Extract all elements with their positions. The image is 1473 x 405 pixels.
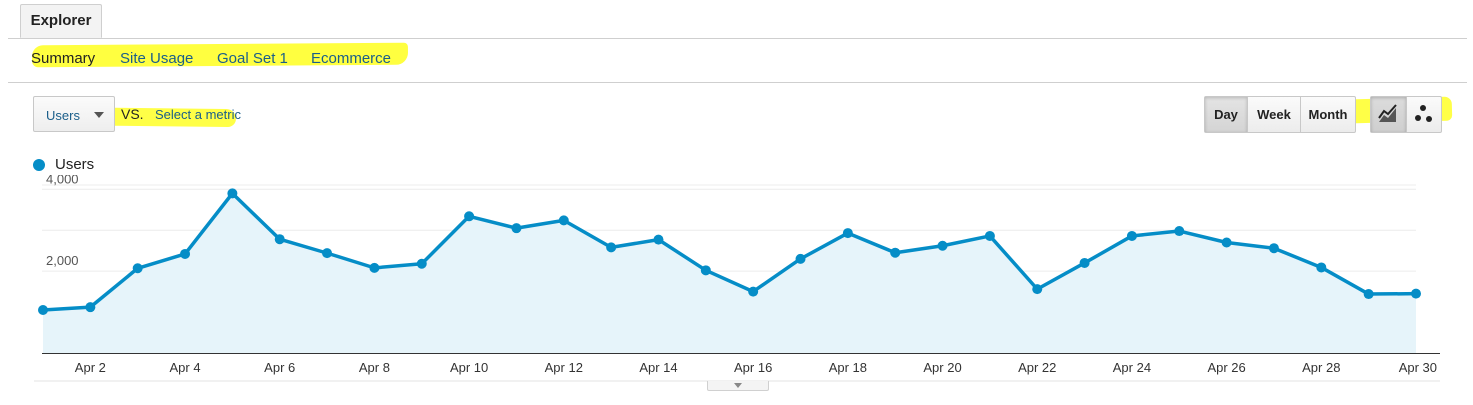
- x-tick-label: Apr 2: [75, 360, 106, 375]
- data-point-apr-26: [1221, 237, 1232, 248]
- tab-explorer[interactable]: Explorer: [20, 4, 102, 38]
- vs-label: VS.: [121, 106, 144, 122]
- motion-chart-icon: [1415, 105, 1432, 122]
- y-tick-label: 2,000: [46, 253, 79, 268]
- x-tick-label: Apr 6: [264, 360, 295, 375]
- caret-down-icon: [94, 112, 104, 118]
- chart-resize-handle[interactable]: [707, 381, 769, 391]
- data-point-apr-30: [1411, 288, 1421, 299]
- data-point-apr-9: [416, 258, 427, 269]
- x-tick-label: Apr 28: [1302, 360, 1340, 375]
- line-chart-icon: [1378, 104, 1397, 122]
- data-point-apr-21: [984, 230, 995, 241]
- x-tick-label: Apr 18: [829, 360, 867, 375]
- primary-metric-label: Users: [46, 108, 80, 123]
- data-point-apr-1: [38, 305, 48, 316]
- subtab-site-usage[interactable]: Site Usage: [120, 50, 194, 67]
- x-tick-label: Apr 14: [639, 360, 677, 375]
- data-point-apr-13: [606, 242, 617, 253]
- tab-bar: Explorer: [0, 0, 1473, 38]
- y-tick-label: 4,000: [46, 175, 79, 186]
- data-point-apr-17: [795, 253, 806, 264]
- data-point-apr-5: [227, 188, 238, 199]
- data-point-apr-18: [842, 228, 853, 239]
- subtab-goal-set-1[interactable]: Goal Set 1: [217, 50, 288, 67]
- data-point-apr-15: [700, 265, 711, 276]
- x-tick-label: Apr 24: [1113, 360, 1151, 375]
- data-point-apr-12: [558, 215, 569, 226]
- data-point-apr-10: [464, 211, 475, 222]
- data-point-apr-28: [1316, 262, 1327, 273]
- x-tick-label: Apr 22: [1018, 360, 1056, 375]
- x-tick-label: Apr 26: [1207, 360, 1245, 375]
- x-tick-label: Apr 10: [450, 360, 488, 375]
- data-point-apr-4: [180, 248, 191, 259]
- data-point-apr-14: [653, 234, 664, 245]
- month-button[interactable]: Month: [1300, 97, 1355, 132]
- data-point-apr-2: [85, 302, 96, 313]
- legend-swatch: [33, 159, 45, 171]
- data-point-apr-24: [1126, 230, 1137, 241]
- day-button[interactable]: Day: [1205, 97, 1247, 132]
- legend-label-users: Users: [55, 156, 95, 173]
- subtab-summary[interactable]: Summary: [31, 50, 96, 67]
- data-point-apr-3: [132, 263, 143, 274]
- x-tick-label: Apr 20: [923, 360, 961, 375]
- x-tick-label: Apr 16: [734, 360, 772, 375]
- primary-metric-select[interactable]: Users: [33, 96, 115, 132]
- data-point-apr-22: [1032, 284, 1043, 295]
- date-range-buttons: Day Week Month: [1204, 96, 1356, 133]
- x-tick-label: Apr 8: [359, 360, 390, 375]
- subtabs-divider: [8, 82, 1467, 83]
- week-button[interactable]: Week: [1247, 97, 1300, 132]
- motion-chart-button[interactable]: [1406, 97, 1441, 132]
- subtabs: Summary Site Usage Goal Set 1 Ecommerce: [0, 40, 1473, 82]
- x-tick-label: Apr 12: [545, 360, 583, 375]
- chart-view-buttons: [1370, 96, 1442, 133]
- x-tick-label: Apr 4: [169, 360, 200, 375]
- data-point-apr-19: [890, 247, 901, 258]
- line-chart-button[interactable]: [1371, 97, 1406, 132]
- x-tick-label: Apr 30: [1399, 360, 1437, 375]
- data-point-apr-11: [511, 223, 522, 234]
- data-point-apr-7: [322, 248, 333, 259]
- data-point-apr-16: [748, 286, 759, 297]
- data-point-apr-23: [1079, 257, 1090, 268]
- tab-bar-divider: [8, 38, 1467, 39]
- data-point-apr-25: [1174, 226, 1185, 237]
- subtab-ecommerce[interactable]: Ecommerce: [311, 50, 392, 67]
- data-point-apr-8: [369, 262, 380, 273]
- users-series-line: [42, 191, 1417, 312]
- select-metric-link[interactable]: Select a metric: [155, 107, 241, 122]
- data-point-apr-6: [274, 234, 285, 245]
- caret-down-icon: [734, 383, 742, 388]
- users-area: [43, 193, 1416, 353]
- users-line-chart: 4,000 2,000 Apr 2 Apr 4 Apr 6 Apr 8 Apr 10 Apr …: [34, 175, 1440, 382]
- data-point-apr-20: [937, 240, 948, 251]
- data-point-apr-29: [1363, 289, 1374, 300]
- data-point-apr-27: [1268, 243, 1279, 254]
